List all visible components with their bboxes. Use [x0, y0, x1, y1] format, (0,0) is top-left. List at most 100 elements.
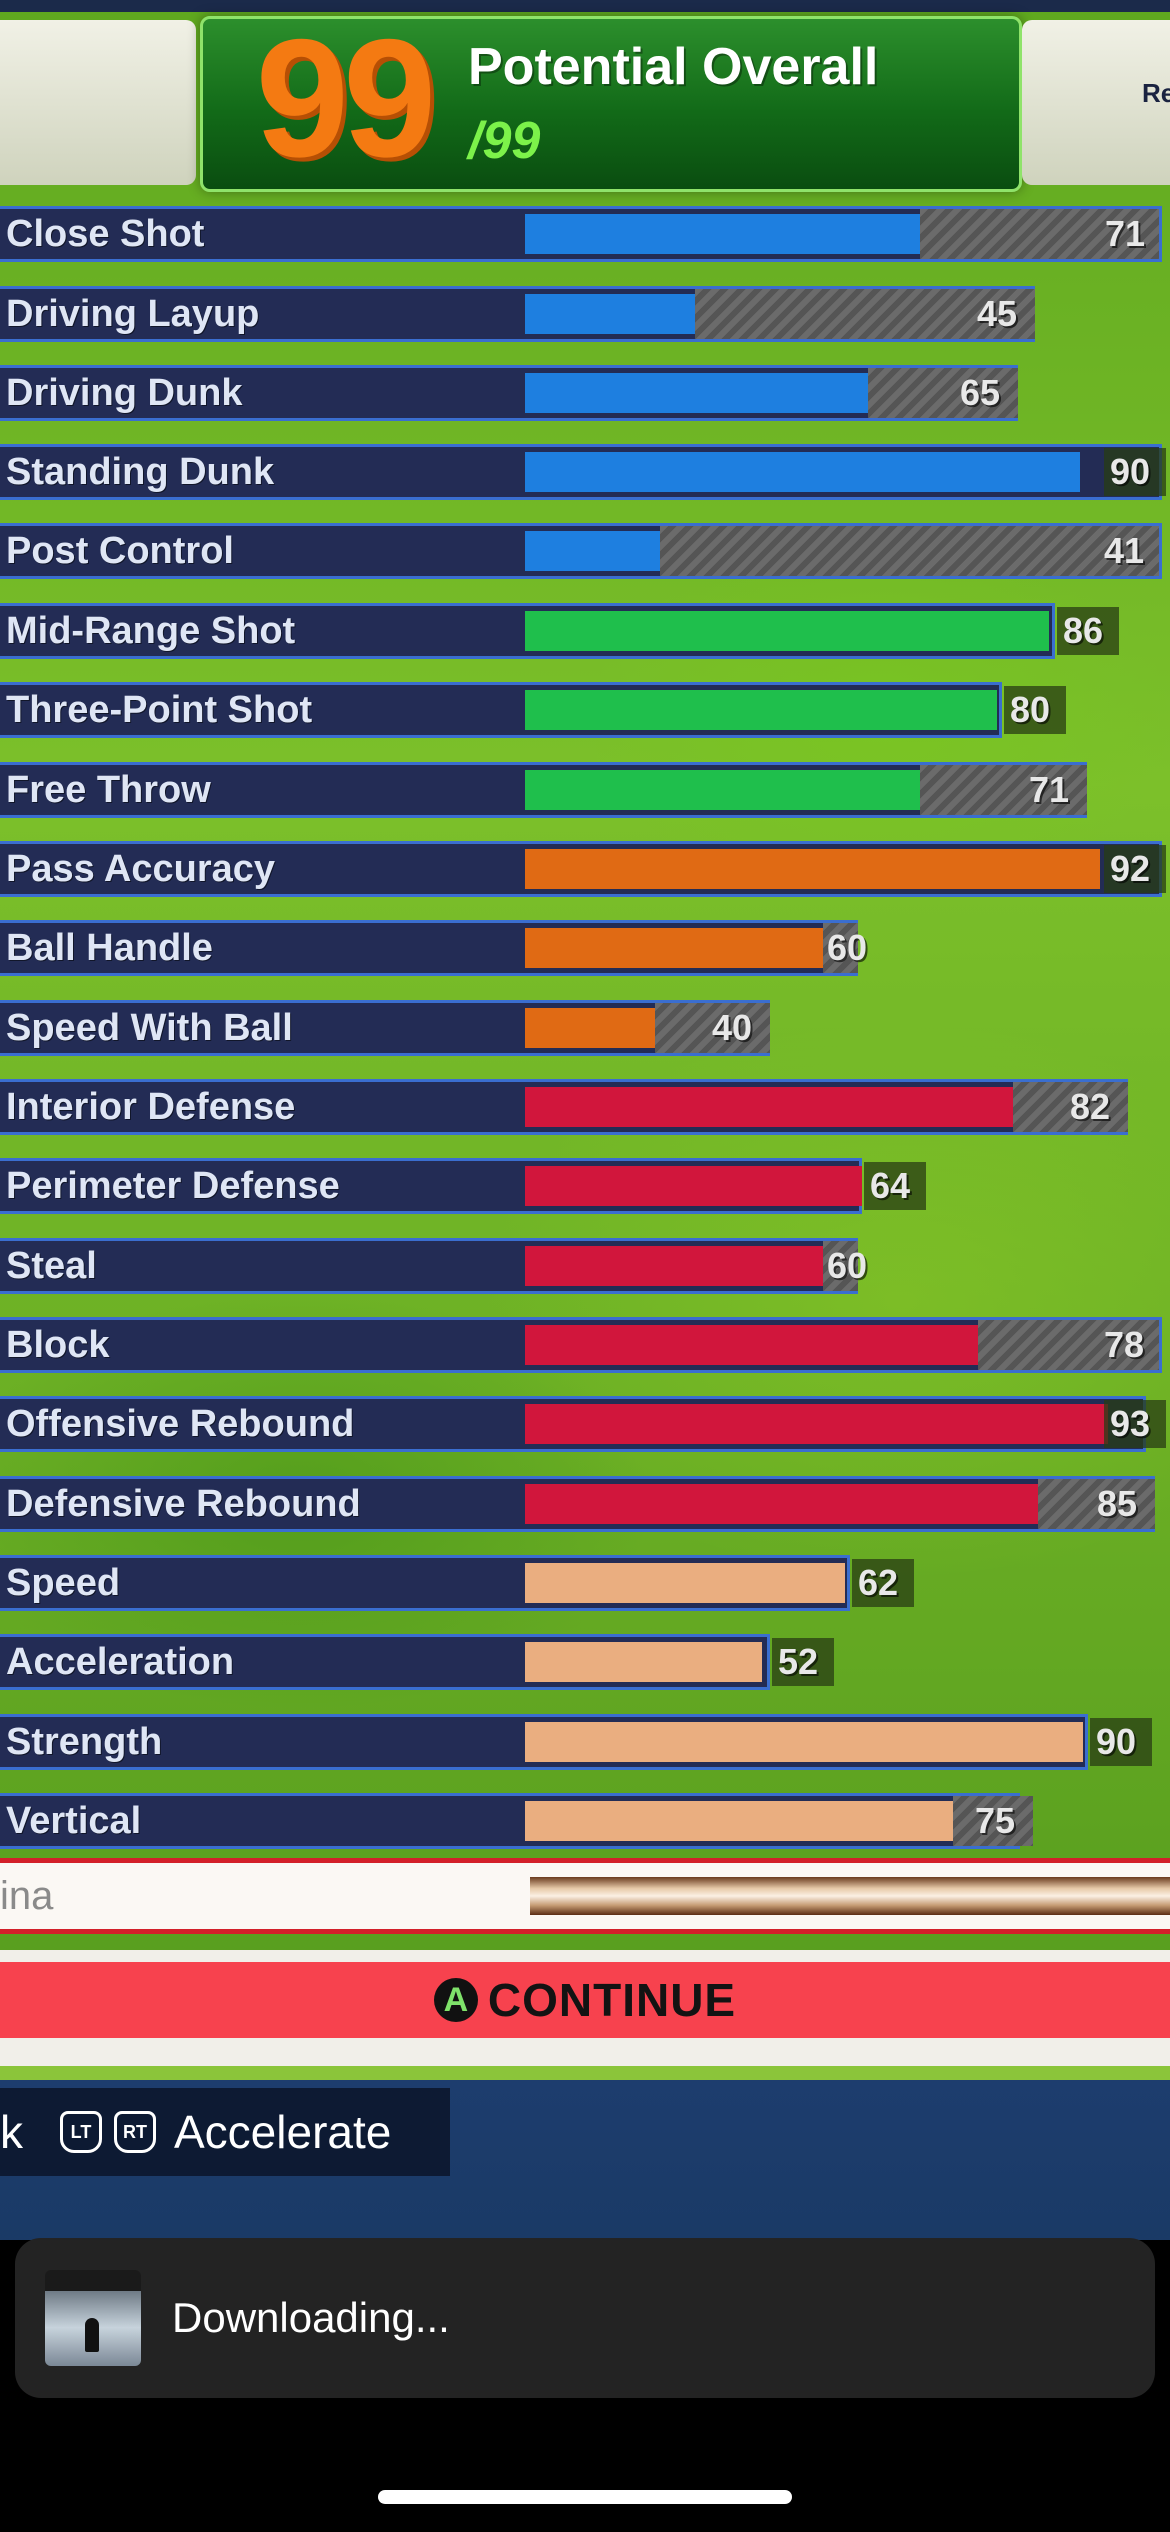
- attribute-value-box: [864, 1162, 926, 1210]
- attribute-label: Standing Dunk: [6, 451, 275, 493]
- attribute-value-box: [1104, 1400, 1166, 1448]
- right-card-text: Re: [1142, 78, 1170, 108]
- attribute-label: Acceleration: [6, 1641, 235, 1683]
- attribute-value: 82: [1070, 1086, 1111, 1127]
- attribute-value: 90: [1096, 1721, 1137, 1762]
- attribute-row: Perimeter Defense 64: [0, 1158, 1170, 1214]
- attribute-fill-bar: [525, 611, 1049, 651]
- overall-title: Potential Overall: [468, 38, 879, 96]
- video-thumbnail: [45, 2270, 141, 2366]
- controls-partial-text: k: [0, 2106, 23, 2158]
- accelerate-label: Accelerate: [174, 2106, 392, 2158]
- overall-number: 99: [255, 4, 437, 192]
- attribute-label: Mid-Range Shot: [6, 610, 296, 652]
- attribute-value-box: [1090, 1718, 1152, 1766]
- attribute-fill-bar: [525, 1484, 1038, 1524]
- top-strip: [0, 0, 1170, 12]
- attribute-value: 90: [1110, 451, 1151, 492]
- attribute-cap-bar: [823, 923, 858, 973]
- attribute-label: Defensive Rebound: [6, 1483, 361, 1525]
- attribute-label: Block: [6, 1324, 110, 1366]
- attribute-row: Offensive Rebound 93: [0, 1396, 1170, 1452]
- attribute-row: Pass Accuracy 92: [0, 841, 1170, 897]
- attribute-label: Close Shot: [6, 213, 205, 255]
- attribute-row: Interior Defense 82: [0, 1079, 1170, 1135]
- bottom-band: [0, 2066, 1170, 2080]
- right-card: Re: [1022, 20, 1170, 185]
- attribute-fill-bar: [525, 928, 823, 968]
- attribute-fill-bar: [525, 1722, 1083, 1762]
- attribute-value: 64: [870, 1165, 911, 1206]
- attribute-value: 62: [858, 1562, 899, 1603]
- attribute-label: Perimeter Defense: [6, 1165, 340, 1207]
- attribute-cap-bar: [978, 1320, 1159, 1370]
- attribute-row: Driving Dunk 65: [0, 365, 1170, 421]
- attribute-value-box: [1004, 686, 1066, 734]
- attribute-row: Strength 90: [0, 1714, 1170, 1770]
- attribute-row: Post Control 41: [0, 523, 1170, 579]
- attribute-label: Pass Accuracy: [6, 848, 276, 890]
- attribute-label: Driving Dunk: [6, 372, 243, 414]
- toast-label: Downloading...: [172, 2294, 450, 2341]
- home-indicator[interactable]: [378, 2490, 792, 2504]
- attribute-value: 80: [1010, 689, 1051, 730]
- attribute-label: Steal: [6, 1245, 97, 1287]
- attribute-value: 60: [827, 1245, 868, 1286]
- lt-trigger-icon: LT: [60, 2111, 102, 2153]
- attribute-fill-bar: [525, 1642, 762, 1682]
- attribute-cap-bar: [953, 1796, 1033, 1846]
- attribute-label: Post Control: [6, 530, 234, 572]
- attribute-value: 86: [1063, 610, 1104, 651]
- continue-button[interactable]: A CONTINUE: [0, 1962, 1170, 2038]
- attribute-value-box: [1104, 845, 1166, 893]
- attribute-value: 52: [778, 1641, 819, 1682]
- attribute-cap-bar: [920, 209, 1159, 259]
- attribute-cap-bar: [1038, 1479, 1155, 1529]
- attribute-fill-bar: [525, 531, 660, 571]
- attribute-value: 40: [712, 1007, 753, 1048]
- attribute-fill-bar: [525, 1404, 1108, 1444]
- download-toast[interactable]: Downloading...: [15, 2238, 1155, 2398]
- attribute-fill-bar: [525, 1166, 862, 1206]
- continue-label: CONTINUE: [487, 1974, 737, 2026]
- attribute-cap-bar: [823, 1241, 858, 1291]
- attribute-value: 85: [1097, 1483, 1138, 1524]
- attribute-cap-bar: [868, 368, 1018, 418]
- attribute-value-box: [772, 1638, 834, 1686]
- attribute-row: Steal 60: [0, 1238, 1170, 1294]
- attribute-fill-bar: [525, 1008, 655, 1048]
- attribute-label: Three-Point Shot: [6, 689, 313, 731]
- left-card: [0, 20, 196, 185]
- attribute-row: Free Throw 71: [0, 762, 1170, 818]
- attribute-value: 93: [1110, 1403, 1151, 1444]
- attribute-value: 71: [1029, 769, 1070, 810]
- attribute-row: Vertical 75: [0, 1793, 1170, 1849]
- stamina-row: ina: [0, 1858, 1170, 1934]
- attribute-value: 75: [975, 1800, 1016, 1841]
- attribute-label: Driving Layup: [6, 293, 260, 335]
- attribute-value: 41: [1104, 530, 1145, 571]
- overall-max: /99: [468, 112, 541, 170]
- controls-hint: k LT RT Accelerate: [0, 2088, 450, 2176]
- attribute-label: Ball Handle: [6, 927, 213, 969]
- attribute-row: Speed 62: [0, 1555, 1170, 1611]
- attribute-label: Speed: [6, 1562, 121, 1604]
- attribute-value: 60: [827, 927, 868, 968]
- attribute-row: Defensive Rebound 85: [0, 1476, 1170, 1532]
- attribute-label: Vertical: [6, 1800, 142, 1842]
- rt-trigger-icon: RT: [114, 2111, 156, 2153]
- attribute-row: Mid-Range Shot 86: [0, 603, 1170, 659]
- continue-area: A CONTINUE: [0, 1950, 1170, 2066]
- attribute-value: 65: [960, 372, 1001, 413]
- stamina-label: ina: [0, 1874, 54, 1918]
- attribute-fill-bar: [525, 770, 920, 810]
- attribute-fill-bar: [525, 849, 1100, 889]
- attribute-fill-bar: [525, 1087, 1013, 1127]
- attribute-row: Acceleration 52: [0, 1634, 1170, 1690]
- attribute-value: 45: [977, 293, 1018, 334]
- attribute-cap-bar: [920, 765, 1087, 815]
- attribute-fill-bar: [525, 294, 695, 334]
- attribute-label: Interior Defense: [6, 1086, 296, 1128]
- attribute-row: Block 78: [0, 1317, 1170, 1373]
- attribute-value-box: [1104, 448, 1166, 496]
